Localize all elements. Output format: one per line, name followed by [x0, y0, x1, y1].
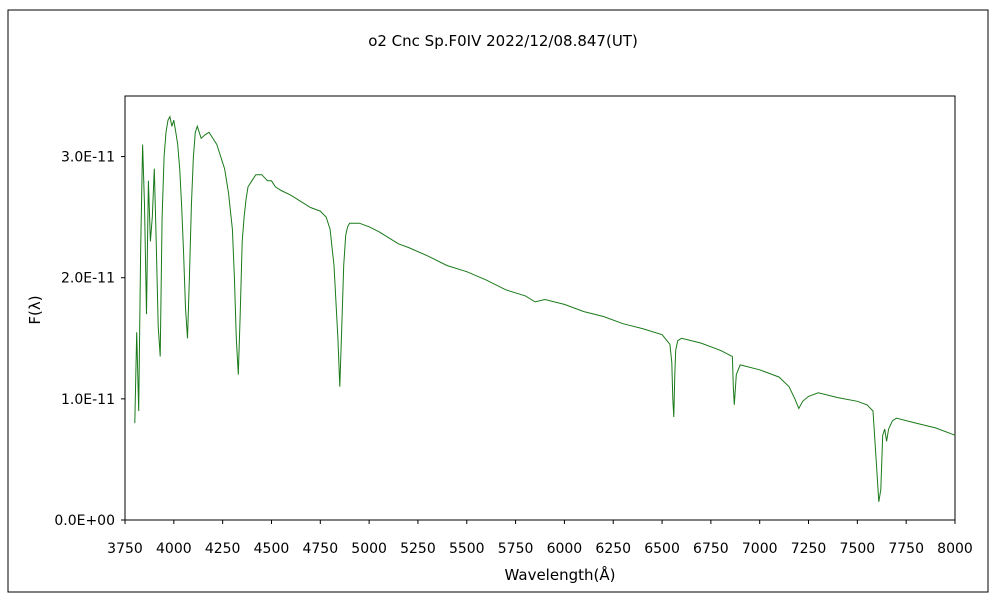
x-tick-label: 7000 [742, 541, 778, 557]
x-tick-label: 3750 [107, 541, 143, 557]
x-tick-label: 5250 [400, 541, 436, 557]
plot-area [124, 95, 956, 521]
x-tick-label: 5000 [351, 541, 387, 557]
x-axis-label: Wavelength(Å) [505, 565, 616, 584]
chart-title: ο2 Cnc Sp.F0IV 2022/12/08.847(UT) [368, 32, 638, 50]
x-axis: 3750 4000 4250 4500 4750 5000 5250 5500 5750 6000… [107, 520, 973, 557]
y-tick-label: 3.0E-11 [61, 150, 115, 166]
y-axis: 0.0E+00 1.0E-11 2.0E-11 3.0E-11 [54, 150, 125, 529]
x-tick-label: 6500 [644, 541, 680, 557]
y-tick-label: 2.0E-11 [61, 271, 115, 287]
x-tick-label: 4250 [205, 541, 241, 557]
y-tick-label: 1.0E-11 [61, 392, 115, 408]
x-tick-label: 6750 [693, 541, 729, 557]
series-line [134, 115, 956, 502]
x-tick-label: 6000 [547, 541, 583, 557]
x-tick-label: 4000 [156, 541, 192, 557]
x-tick-label: 5500 [449, 541, 485, 557]
y-tick-label: 0.0E+00 [54, 513, 115, 529]
y-axis-label: F(λ) [26, 295, 44, 324]
x-tick-label: 8000 [937, 541, 973, 557]
x-tick-label: 4500 [254, 541, 290, 557]
x-tick-label: 7250 [791, 541, 827, 557]
x-tick-label: 5750 [498, 541, 534, 557]
x-tick-label: 6250 [595, 541, 631, 557]
x-tick-label: 7500 [840, 541, 876, 557]
x-tick-label: 7750 [888, 541, 924, 557]
x-tick-label: 4750 [302, 541, 338, 557]
